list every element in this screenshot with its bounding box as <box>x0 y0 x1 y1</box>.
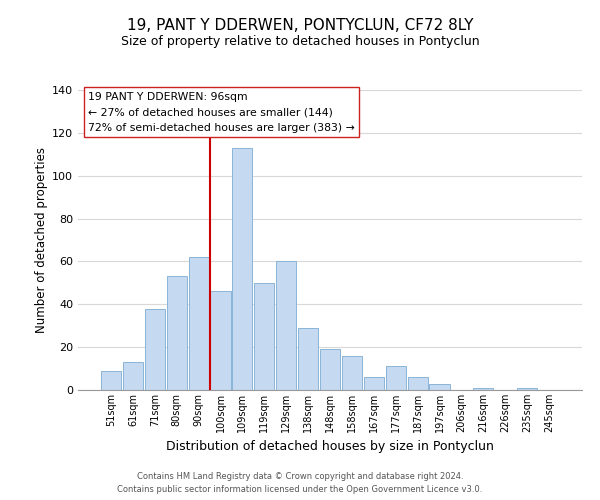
Bar <box>123 362 143 390</box>
Bar <box>211 292 230 390</box>
Text: Contains public sector information licensed under the Open Government Licence v3: Contains public sector information licen… <box>118 485 482 494</box>
Bar <box>188 257 209 390</box>
Bar <box>254 283 274 390</box>
Bar <box>386 366 406 390</box>
X-axis label: Distribution of detached houses by size in Pontyclun: Distribution of detached houses by size … <box>166 440 494 454</box>
Text: Size of property relative to detached houses in Pontyclun: Size of property relative to detached ho… <box>121 35 479 48</box>
Text: 19 PANT Y DDERWEN: 96sqm
← 27% of detached houses are smaller (144)
72% of semi-: 19 PANT Y DDERWEN: 96sqm ← 27% of detach… <box>88 92 355 132</box>
Y-axis label: Number of detached properties: Number of detached properties <box>35 147 48 333</box>
Bar <box>342 356 362 390</box>
Bar <box>407 377 428 390</box>
Bar <box>145 308 165 390</box>
Bar <box>276 262 296 390</box>
Bar <box>517 388 537 390</box>
Bar <box>320 350 340 390</box>
Bar <box>167 276 187 390</box>
Bar <box>232 148 253 390</box>
Bar <box>298 328 318 390</box>
Bar <box>364 377 384 390</box>
Text: Contains HM Land Registry data © Crown copyright and database right 2024.: Contains HM Land Registry data © Crown c… <box>137 472 463 481</box>
Bar <box>473 388 493 390</box>
Bar <box>101 370 121 390</box>
Text: 19, PANT Y DDERWEN, PONTYCLUN, CF72 8LY: 19, PANT Y DDERWEN, PONTYCLUN, CF72 8LY <box>127 18 473 32</box>
Bar <box>430 384 449 390</box>
